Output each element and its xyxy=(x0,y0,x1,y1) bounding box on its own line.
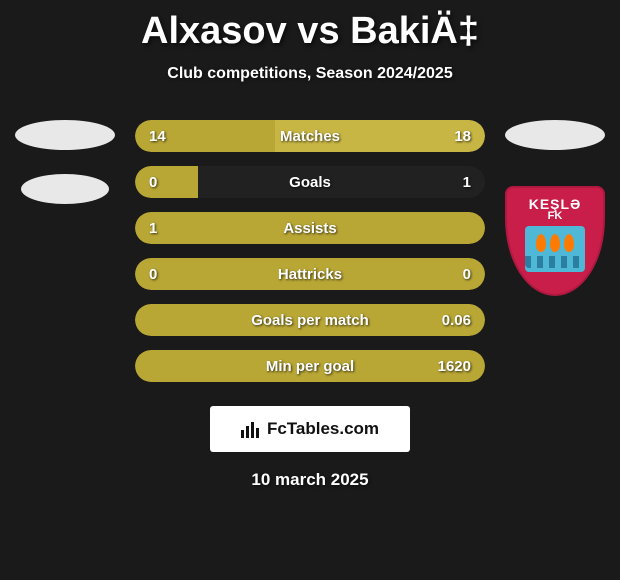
stat-row: 1418Matches xyxy=(135,120,485,152)
left-badges xyxy=(15,120,115,228)
crest-emblem xyxy=(525,226,585,272)
crest-shape: KEŞLƏ FK xyxy=(505,186,605,296)
stat-label: Goals per match xyxy=(135,304,485,336)
stat-label: Min per goal xyxy=(135,350,485,382)
team-b-badge-1 xyxy=(505,120,605,150)
crest-fk: FK xyxy=(507,210,603,222)
waves-icon xyxy=(525,256,585,268)
date-label: 10 march 2025 xyxy=(0,470,620,490)
page-title: Alxasov vs BakiÄ‡ xyxy=(0,0,620,53)
flame-icon xyxy=(550,234,560,252)
team-a-badge-2 xyxy=(21,174,109,204)
brand-box: FcTables.com xyxy=(210,406,410,452)
team-a-badge-1 xyxy=(15,120,115,150)
stat-label: Matches xyxy=(135,120,485,152)
stat-row: 00Hattricks xyxy=(135,258,485,290)
stat-label: Hattricks xyxy=(135,258,485,290)
stat-row: 0.06Goals per match xyxy=(135,304,485,336)
stat-row: 01Goals xyxy=(135,166,485,198)
brand-text: FcTables.com xyxy=(267,419,379,439)
stats-bars: 1418Matches 01Goals 1Assists 00Hattricks 0.0… xyxy=(135,120,485,396)
bars-icon xyxy=(241,420,261,438)
flame-icon xyxy=(536,234,546,252)
crest-name: KEŞLƏ xyxy=(507,188,603,212)
right-badges: KEŞLƏ FK xyxy=(505,120,605,296)
page-subtitle: Club competitions, Season 2024/2025 xyxy=(0,65,620,83)
stat-label: Goals xyxy=(135,166,485,198)
stat-row: 1620Min per goal xyxy=(135,350,485,382)
stat-row: 1Assists xyxy=(135,212,485,244)
flame-icon xyxy=(564,234,574,252)
stat-label: Assists xyxy=(135,212,485,244)
team-b-crest: KEŞLƏ FK xyxy=(505,186,605,296)
